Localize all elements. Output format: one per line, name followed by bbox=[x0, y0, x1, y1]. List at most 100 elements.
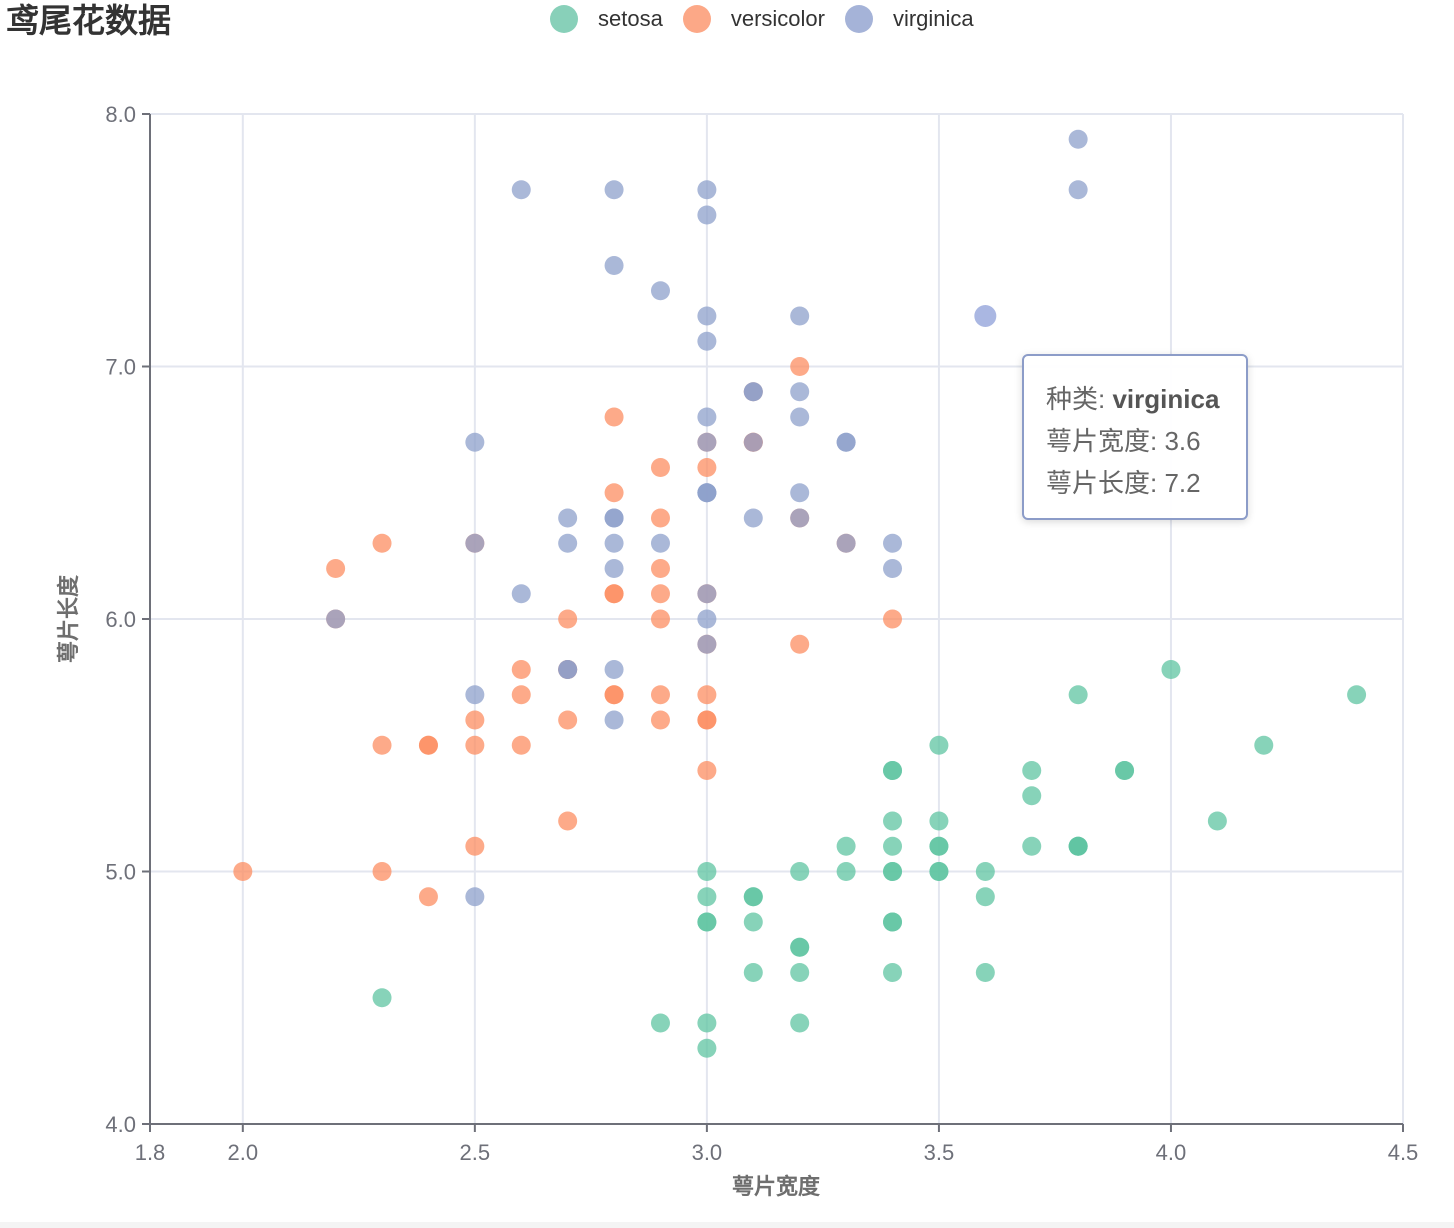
scatter-point-virginica[interactable] bbox=[697, 180, 717, 200]
scatter-point-versicolor[interactable] bbox=[650, 559, 670, 578]
scatter-point-setosa[interactable] bbox=[975, 963, 995, 982]
scatter-point-versicolor[interactable] bbox=[372, 735, 392, 755]
scatter-point-virginica[interactable] bbox=[790, 508, 810, 528]
scatter-point-versicolor[interactable] bbox=[511, 735, 531, 755]
scatter-point-virginica[interactable] bbox=[650, 281, 670, 301]
scatter-point-setosa[interactable] bbox=[790, 963, 810, 982]
scatter-point-versicolor[interactable] bbox=[650, 609, 670, 629]
scatter-point-versicolor[interactable] bbox=[558, 811, 578, 831]
scatter-point-versicolor[interactable] bbox=[465, 836, 485, 856]
scatter-point-setosa[interactable] bbox=[929, 811, 949, 831]
scatter-point-setosa[interactable] bbox=[1254, 735, 1274, 755]
scatter-point-setosa[interactable] bbox=[975, 862, 995, 881]
scatter-point-versicolor[interactable] bbox=[558, 609, 578, 629]
scatter-point-virginica[interactable] bbox=[697, 205, 717, 225]
scatter-point-virginica[interactable] bbox=[1068, 180, 1088, 200]
scatter-point-versicolor[interactable] bbox=[604, 685, 624, 705]
scatter-point-setosa[interactable] bbox=[790, 862, 810, 881]
scatter-point-versicolor[interactable] bbox=[604, 584, 624, 604]
scatter-point-setosa[interactable] bbox=[697, 912, 717, 932]
scatter-point-virginica[interactable] bbox=[604, 508, 624, 528]
scatter-point-virginica[interactable] bbox=[790, 382, 810, 402]
scatter-point-virginica[interactable] bbox=[604, 559, 624, 578]
scatter-point-versicolor[interactable] bbox=[233, 862, 253, 881]
scatter-point-versicolor[interactable] bbox=[650, 508, 670, 528]
scatter-point-virginica[interactable] bbox=[790, 407, 810, 427]
scatter-point-setosa[interactable] bbox=[743, 912, 763, 932]
scatter-point-virginica[interactable] bbox=[697, 407, 717, 427]
scatter-point-virginica[interactable] bbox=[743, 508, 763, 528]
scatter-point-setosa[interactable] bbox=[836, 836, 856, 856]
scatter-point-versicolor[interactable] bbox=[790, 357, 810, 376]
scatter-point-versicolor[interactable] bbox=[372, 862, 392, 881]
scatter-point-virginica[interactable] bbox=[743, 382, 763, 402]
scatter-point-setosa[interactable] bbox=[650, 1013, 670, 1033]
scatter-point-versicolor[interactable] bbox=[697, 685, 717, 705]
scatter-point-setosa[interactable] bbox=[929, 836, 949, 856]
scatter-point-setosa[interactable] bbox=[790, 1013, 810, 1033]
scatter-point-versicolor[interactable] bbox=[697, 761, 717, 780]
scatter-point-virginica[interactable] bbox=[697, 483, 717, 503]
scatter-point-versicolor[interactable] bbox=[465, 710, 485, 730]
scatter-point-virginica[interactable] bbox=[883, 533, 903, 553]
scatter-point-virginica[interactable] bbox=[558, 660, 578, 679]
scatter-point-versicolor[interactable] bbox=[604, 407, 624, 427]
scatter-point-setosa[interactable] bbox=[929, 862, 949, 881]
scatter-point-setosa[interactable] bbox=[1068, 836, 1088, 856]
scatter-point-versicolor[interactable] bbox=[558, 710, 578, 730]
scatter-point-virginica[interactable] bbox=[604, 256, 624, 275]
scatter-point-setosa[interactable] bbox=[883, 811, 903, 831]
scatter-point-versicolor[interactable] bbox=[650, 584, 670, 604]
scatter-point-virginica[interactable] bbox=[697, 432, 717, 452]
scatter-point-virginica[interactable] bbox=[465, 887, 485, 907]
scatter-point-virginica[interactable] bbox=[697, 331, 717, 351]
scatter-point-versicolor[interactable] bbox=[418, 887, 438, 907]
scatter-point-versicolor[interactable] bbox=[465, 735, 485, 755]
scatter-point-virginica[interactable] bbox=[974, 305, 997, 327]
scatter-point-setosa[interactable] bbox=[1022, 761, 1042, 780]
scatter-point-virginica[interactable] bbox=[604, 180, 624, 200]
scatter-point-versicolor[interactable] bbox=[372, 533, 392, 553]
scatter-point-virginica[interactable] bbox=[465, 432, 485, 452]
scatter-point-virginica[interactable] bbox=[836, 432, 856, 452]
legend-item-setosa[interactable]: setosa bbox=[550, 5, 663, 33]
scatter-point-setosa[interactable] bbox=[1022, 836, 1042, 856]
scatter-point-versicolor[interactable] bbox=[883, 609, 903, 629]
scatter-point-versicolor[interactable] bbox=[418, 735, 438, 755]
scatter-point-setosa[interactable] bbox=[883, 761, 903, 780]
scatter-point-versicolor[interactable] bbox=[326, 559, 346, 578]
scatter-point-virginica[interactable] bbox=[604, 660, 624, 679]
scatter-point-setosa[interactable] bbox=[883, 912, 903, 932]
scatter-point-setosa[interactable] bbox=[883, 963, 903, 982]
scatter-point-versicolor[interactable] bbox=[511, 660, 531, 679]
scatter-point-virginica[interactable] bbox=[650, 533, 670, 553]
scatter-point-setosa[interactable] bbox=[697, 887, 717, 907]
scatter-point-setosa[interactable] bbox=[372, 988, 392, 1008]
scatter-point-versicolor[interactable] bbox=[650, 710, 670, 730]
scatter-point-virginica[interactable] bbox=[558, 533, 578, 553]
scatter-point-virginica[interactable] bbox=[790, 483, 810, 503]
scatter-point-virginica[interactable] bbox=[465, 533, 485, 553]
scatter-point-virginica[interactable] bbox=[697, 306, 717, 326]
scatter-point-setosa[interactable] bbox=[883, 836, 903, 856]
scatter-point-virginica[interactable] bbox=[465, 685, 485, 705]
scatter-point-versicolor[interactable] bbox=[697, 710, 717, 730]
scatter-point-virginica[interactable] bbox=[790, 306, 810, 326]
scatter-point-setosa[interactable] bbox=[743, 963, 763, 982]
scatter-point-virginica[interactable] bbox=[697, 634, 717, 654]
scatter-point-virginica[interactable] bbox=[743, 432, 763, 452]
scatter-point-setosa[interactable] bbox=[1207, 811, 1227, 831]
scatter-point-virginica[interactable] bbox=[511, 180, 531, 200]
legend-item-virginica[interactable]: virginica bbox=[844, 5, 974, 33]
scatter-point-virginica[interactable] bbox=[836, 533, 856, 553]
scatter-point-setosa[interactable] bbox=[1161, 660, 1181, 679]
scatter-point-setosa[interactable] bbox=[697, 862, 717, 881]
scatter-point-virginica[interactable] bbox=[558, 508, 578, 528]
scatter-point-setosa[interactable] bbox=[697, 1038, 717, 1058]
scatter-point-virginica[interactable] bbox=[604, 533, 624, 553]
scatter-point-versicolor[interactable] bbox=[697, 458, 717, 477]
scatter-point-setosa[interactable] bbox=[1022, 786, 1042, 806]
scatter-point-virginica[interactable] bbox=[511, 584, 531, 604]
scatter-point-setosa[interactable] bbox=[697, 1013, 717, 1033]
scatter-point-versicolor[interactable] bbox=[790, 634, 810, 654]
